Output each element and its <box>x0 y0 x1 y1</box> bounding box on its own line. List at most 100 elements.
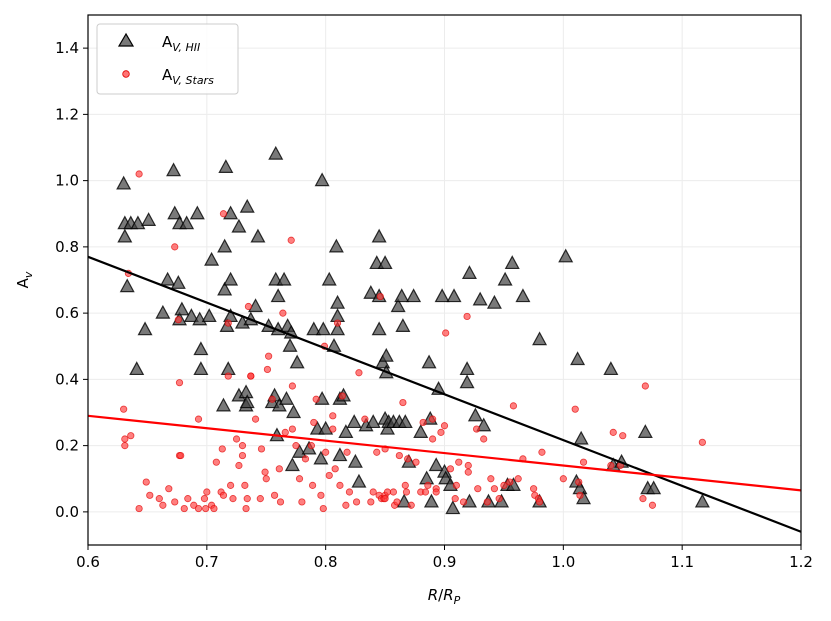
hii-point <box>377 255 393 270</box>
legend: AV, HII AV, Stars <box>96 23 239 95</box>
stars-point <box>437 428 445 436</box>
hii-point <box>250 228 266 243</box>
hii-point <box>476 417 492 432</box>
hii-point <box>406 288 422 303</box>
hii-point <box>570 351 586 366</box>
stars-point <box>506 478 514 486</box>
hii-point <box>289 354 305 369</box>
hii-point <box>284 457 300 472</box>
stars-point <box>310 418 318 427</box>
x-axis-label: R/RP <box>428 586 461 607</box>
stars-point <box>579 458 588 466</box>
hii-point <box>239 394 255 409</box>
stars-point <box>345 488 354 496</box>
hii-point <box>351 473 367 488</box>
hii-point <box>315 321 331 336</box>
stars-point <box>373 448 381 456</box>
stars-point <box>325 471 333 480</box>
stars-point <box>383 488 392 496</box>
stars-point <box>275 465 283 473</box>
stars-point <box>459 498 468 506</box>
stars-point <box>276 498 285 506</box>
stars-point <box>619 432 627 440</box>
hii-point <box>467 407 483 422</box>
x-tick-label: 0.9 <box>433 553 457 571</box>
x-tick-label: 0.8 <box>314 553 338 571</box>
hii-fit-line <box>88 255 801 533</box>
hii-point <box>532 331 548 346</box>
hii-point <box>141 212 157 226</box>
stars-point <box>287 236 295 244</box>
stars-point <box>224 372 232 380</box>
hii-point <box>497 271 513 286</box>
y-tick-label: 0.8 <box>55 238 79 256</box>
hii-point <box>397 414 413 429</box>
stars-point <box>288 425 296 433</box>
y-tick-label: 0.4 <box>55 370 79 388</box>
stars-point <box>159 501 167 509</box>
stars-point <box>180 504 188 513</box>
stars-point <box>338 392 346 400</box>
hii-point <box>286 404 302 419</box>
hii-point <box>248 298 264 313</box>
hii-point <box>413 424 429 438</box>
hii-point <box>167 205 183 220</box>
hii-point <box>166 162 182 177</box>
hii-point <box>204 251 220 266</box>
stars-point <box>194 415 203 423</box>
stars-point <box>251 415 260 423</box>
stars-point <box>261 468 269 476</box>
stars-point <box>238 451 247 460</box>
stars-point <box>265 352 273 360</box>
fit-lines <box>88 255 801 533</box>
stars-point <box>480 435 488 443</box>
hii-point <box>193 341 209 356</box>
hii-point <box>346 414 362 429</box>
stars-point <box>256 495 264 503</box>
stars-point <box>401 481 409 489</box>
hii-point <box>278 390 294 405</box>
stars-point <box>421 488 430 496</box>
hii-point <box>183 308 199 323</box>
stars-point <box>530 485 538 493</box>
hii-point <box>116 175 132 190</box>
stars-point <box>342 501 350 509</box>
x-tick-label: 1.1 <box>670 553 694 571</box>
stars-point <box>295 475 304 483</box>
stars-point <box>135 170 143 178</box>
hii-point <box>170 275 186 289</box>
stars-point <box>219 210 228 218</box>
stars-point <box>538 448 546 456</box>
stars-point <box>424 481 432 489</box>
stars-point <box>609 428 617 436</box>
stars-point <box>452 481 460 489</box>
hii-point <box>328 238 344 253</box>
x-tick-label: 0.7 <box>195 553 219 571</box>
hii-point <box>459 374 475 389</box>
stars-point <box>165 485 173 493</box>
stars-point <box>455 458 463 466</box>
stars-point <box>194 504 203 513</box>
stars-point <box>262 475 270 483</box>
legend-circle-icon <box>122 70 130 78</box>
hii-point <box>217 238 233 253</box>
stars-point <box>412 458 420 466</box>
hii-point <box>603 361 619 376</box>
stars-point <box>352 498 361 506</box>
hii-point <box>330 321 346 336</box>
stars-point <box>174 316 182 324</box>
stars-point <box>376 292 384 301</box>
stars-point <box>639 495 647 503</box>
stars-point <box>203 488 211 496</box>
stars-point <box>329 425 337 433</box>
stars-point <box>212 458 220 466</box>
stars-point <box>381 495 389 503</box>
stars-fit-line <box>88 414 801 492</box>
hii-point <box>371 228 387 243</box>
stars-point <box>575 478 583 486</box>
stars-point <box>472 425 481 433</box>
hii-point <box>371 321 387 336</box>
stars-point <box>142 478 150 486</box>
stars-point <box>247 372 255 380</box>
